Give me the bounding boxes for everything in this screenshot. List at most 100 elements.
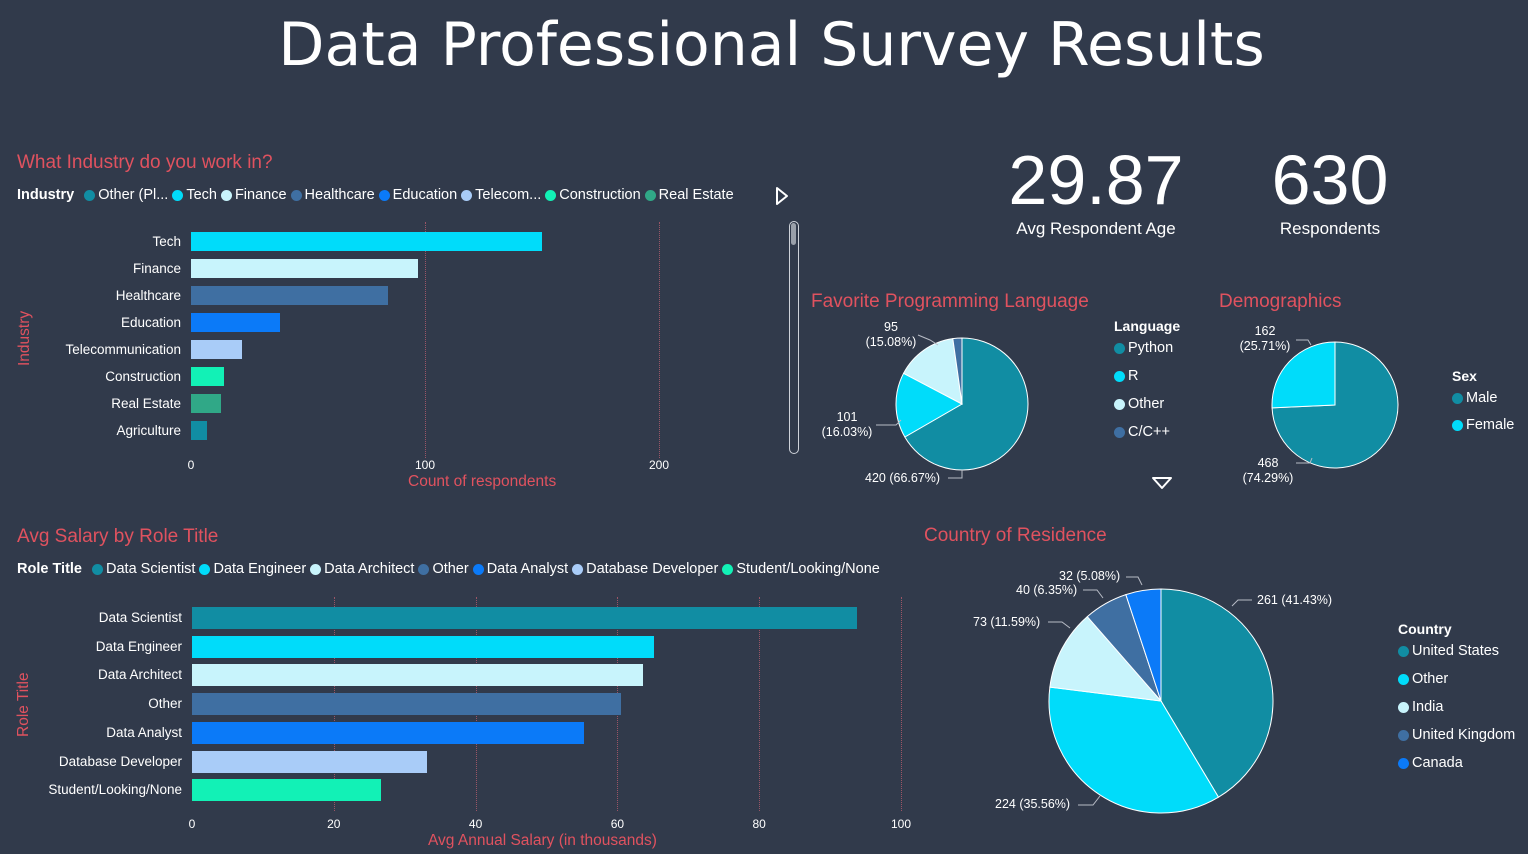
legend-next-arrow-icon[interactable] bbox=[774, 186, 790, 206]
bar-data-engineer[interactable] bbox=[192, 635, 654, 658]
legend-item-male[interactable]: Male bbox=[1452, 390, 1514, 406]
industry-scrollbar[interactable] bbox=[789, 221, 799, 454]
category-label: Database Developer bbox=[58, 753, 182, 769]
bar-construction[interactable] bbox=[191, 367, 224, 386]
pie-slice-india[interactable] bbox=[1049, 615, 1163, 702]
legend-swatch bbox=[1114, 398, 1125, 410]
pie-slice-other[interactable] bbox=[1048, 686, 1220, 814]
pie-slice-united-states[interactable] bbox=[1160, 588, 1274, 798]
pie-slice-python[interactable] bbox=[904, 337, 1029, 471]
legend-label: Data Analyst bbox=[486, 561, 569, 577]
legend-item-healthcare[interactable]: Healthcare bbox=[290, 187, 375, 203]
legend-swatch bbox=[1398, 701, 1409, 713]
language-legend-title: Language bbox=[1114, 318, 1181, 334]
x-tick-label: 20 bbox=[327, 817, 341, 831]
scrollbar-thumb[interactable] bbox=[791, 223, 796, 245]
category-label: Data Architect bbox=[97, 667, 182, 683]
legend-item-python[interactable]: Python bbox=[1114, 340, 1180, 356]
legend-item-other[interactable]: Other bbox=[418, 561, 469, 577]
legend-swatch bbox=[1398, 729, 1409, 741]
pie-slice-r[interactable] bbox=[895, 372, 964, 438]
country-chart-title: Country of Residence bbox=[924, 525, 1107, 546]
bar-data-architect[interactable] bbox=[192, 664, 643, 687]
x-tick-label: 80 bbox=[752, 817, 766, 831]
bar-education[interactable] bbox=[191, 313, 280, 332]
legend-item-construction[interactable]: Construction bbox=[545, 187, 641, 203]
pie-slice-canada[interactable] bbox=[1125, 588, 1162, 702]
bar-telecommunication[interactable] bbox=[191, 340, 243, 359]
legend-label: Database Developer bbox=[586, 561, 719, 577]
legend-swatch bbox=[310, 563, 322, 575]
legend-swatch bbox=[572, 563, 584, 575]
country-label-uk: 40 (6.35%) bbox=[1016, 583, 1078, 597]
bar-student-looking-none[interactable] bbox=[192, 779, 381, 802]
demographics-pie bbox=[1271, 339, 1399, 469]
legend-swatch bbox=[545, 189, 557, 201]
legend-scroll-down-icon[interactable] bbox=[1151, 476, 1173, 490]
pie-slice-c-c[interactable] bbox=[952, 337, 963, 405]
legend-item-data-analyst[interactable]: Data Analyst bbox=[472, 561, 569, 577]
legend-item-telecom[interactable]: Telecom... bbox=[461, 187, 541, 203]
gridline bbox=[659, 222, 660, 458]
legend-item-education[interactable]: Education bbox=[378, 187, 458, 203]
bar-healthcare[interactable] bbox=[191, 286, 388, 305]
gridline bbox=[425, 222, 426, 458]
salary-chart-title: Avg Salary by Role Title bbox=[17, 526, 219, 547]
sex-label-male: 468 (74.29%) bbox=[1232, 456, 1304, 486]
bar-data-analyst[interactable] bbox=[192, 721, 585, 744]
x-tick-label: 100 bbox=[890, 817, 912, 831]
lang-label-python: 420 (66.67%) bbox=[865, 471, 941, 485]
legend-label: India bbox=[1412, 699, 1444, 715]
legend-item-canada[interactable]: Canada bbox=[1398, 755, 1515, 771]
pie-slice-other[interactable] bbox=[902, 338, 963, 405]
legend-label: Education bbox=[392, 187, 458, 203]
pie-slice-female[interactable] bbox=[1271, 341, 1336, 409]
legend-swatch bbox=[290, 189, 302, 201]
legend-item-other[interactable]: Other bbox=[1114, 396, 1180, 412]
legend-label: Data Engineer bbox=[213, 561, 307, 577]
industry-x-axis-title: Count of respondents bbox=[408, 473, 557, 490]
legend-swatch bbox=[84, 189, 96, 201]
bar-agriculture[interactable] bbox=[191, 421, 208, 440]
legend-label: Telecom... bbox=[475, 187, 542, 203]
legend-swatch bbox=[1114, 426, 1125, 438]
legend-swatch bbox=[1452, 419, 1463, 431]
legend-swatch bbox=[199, 563, 211, 575]
legend-item-united-states[interactable]: United States bbox=[1398, 643, 1515, 659]
legend-swatch bbox=[418, 563, 430, 575]
bar-other[interactable] bbox=[192, 693, 621, 716]
language-legend: Language Python R Other C/C++ bbox=[1114, 318, 1180, 440]
industry-y-axis-title: Industry bbox=[16, 310, 33, 366]
legend-item-other[interactable]: Other bbox=[1398, 671, 1515, 687]
category-label: Healthcare bbox=[115, 287, 181, 303]
bar-finance[interactable] bbox=[191, 259, 418, 278]
bar-database-developer[interactable] bbox=[192, 750, 428, 773]
legend-item-other-pl[interactable]: Other (Pl... bbox=[84, 187, 168, 203]
bar-data-scientist[interactable] bbox=[192, 607, 858, 629]
category-label: Data Analyst bbox=[106, 724, 182, 740]
legend-item-student-looking-none[interactable]: Student/Looking/None bbox=[722, 561, 880, 577]
bar-real-estate[interactable] bbox=[191, 394, 222, 413]
category-label: Student/Looking/None bbox=[48, 782, 182, 798]
lang-label-r: 101 (16.03%) bbox=[818, 410, 876, 440]
x-tick-label: 200 bbox=[648, 458, 670, 472]
legend-item-data-engineer[interactable]: Data Engineer bbox=[199, 561, 306, 577]
legend-item-database-developer[interactable]: Database Developer bbox=[572, 561, 718, 577]
sex-label-female: 162 (25.71%) bbox=[1229, 324, 1301, 354]
legend-item-c-c[interactable]: C/C++ bbox=[1114, 424, 1180, 440]
legend-swatch bbox=[1452, 392, 1463, 404]
sex-label-male-count: 468 bbox=[1257, 456, 1279, 470]
legend-item-finance[interactable]: Finance bbox=[220, 187, 287, 203]
legend-item-tech[interactable]: Tech bbox=[172, 187, 217, 203]
bar-tech[interactable] bbox=[191, 232, 542, 251]
legend-item-data-scientist[interactable]: Data Scientist bbox=[92, 561, 195, 577]
legend-item-female[interactable]: Female bbox=[1452, 417, 1514, 433]
lang-label-other-pct: (15.08%) bbox=[865, 335, 917, 349]
country-label-canada: 32 (5.08%) bbox=[1059, 569, 1121, 583]
legend-item-india[interactable]: India bbox=[1398, 699, 1515, 715]
legend-item-united-kingdom[interactable]: United Kingdom bbox=[1398, 727, 1515, 743]
legend-item-r[interactable]: R bbox=[1114, 368, 1180, 384]
legend-item-real-estate[interactable]: Real Estate bbox=[644, 187, 734, 203]
legend-item-data-architect[interactable]: Data Architect bbox=[310, 561, 414, 577]
salary-y-axis-title: Role Title bbox=[15, 672, 32, 737]
